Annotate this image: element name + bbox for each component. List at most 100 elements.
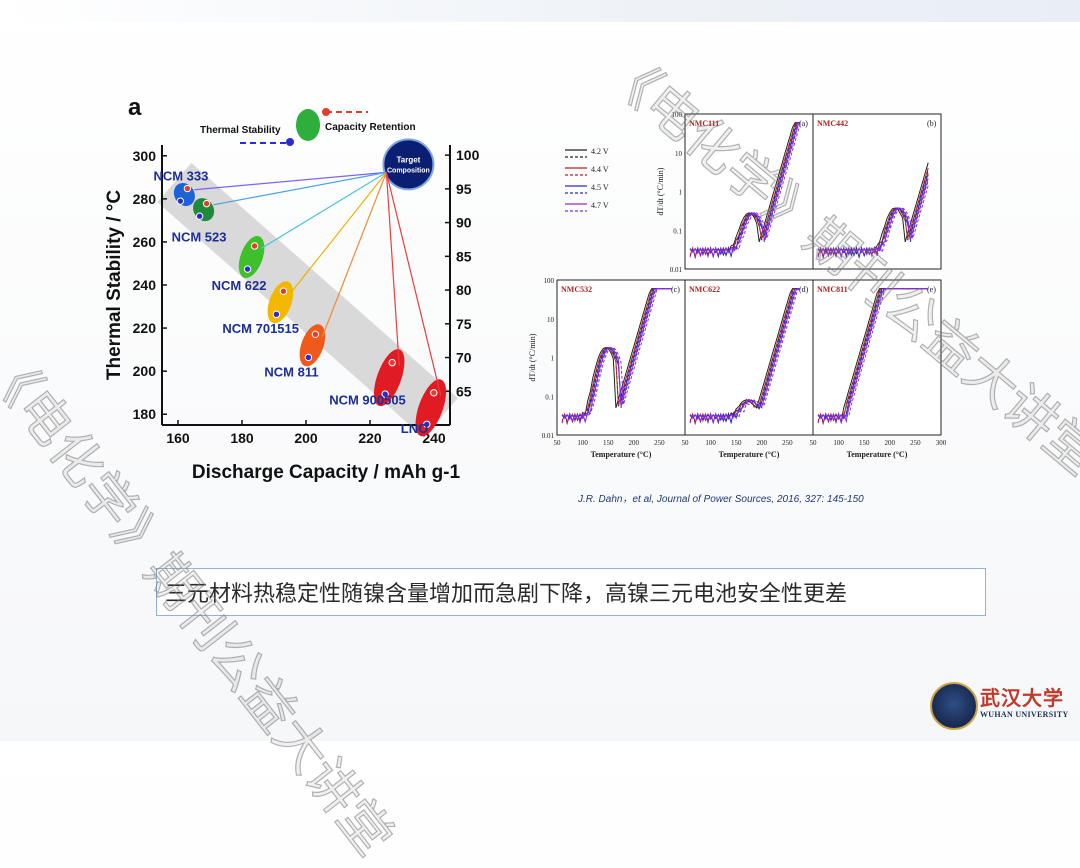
x-tick-label: 250 [910, 439, 921, 447]
material-ellipse [373, 349, 405, 407]
thermal-point [272, 310, 281, 319]
x-tick-label: 200 [629, 439, 640, 447]
material-label: NCM 333 [153, 169, 208, 184]
y-tick-label: 0.1 [545, 393, 554, 401]
subplot-frame [556, 279, 686, 436]
y-tick-label: 1 [679, 189, 683, 197]
subplot-tag: (b) [927, 119, 937, 128]
thermal-stability-chart: a 160 180 200 220 240 180 200 220 240 260 280 300 65 7… [104, 94, 480, 483]
subplot-tag: (e) [927, 285, 936, 294]
x-axis-label: Temperature (°C) [719, 450, 780, 459]
y-tick-label: 100 [544, 277, 555, 285]
y-tick-label: 0.1 [673, 227, 682, 235]
x-tick-label: 50 [682, 439, 690, 447]
y-tick-label: 200 [133, 363, 157, 379]
target-label-1: Target [396, 155, 420, 164]
subplot-tag: (c) [671, 285, 680, 294]
y-axis-label: dT/dt (°C/min) [656, 167, 665, 215]
subplot-title: NMC532 [561, 285, 592, 294]
retention-point [202, 199, 211, 208]
x-tick-label: 180 [230, 430, 254, 446]
series-curve [689, 123, 801, 258]
series-curve [689, 288, 801, 426]
subplot-title: NMC111 [689, 119, 719, 128]
subplot-tag: (d) [799, 285, 809, 294]
x-axis-label: Temperature (°C) [591, 450, 652, 459]
x-tick-label: 50 [810, 439, 818, 447]
conclusion-text: 三元材料热稳定性随镍含量增加而急剧下降，高镍三元电池安全性更差 [165, 582, 848, 607]
retention-point [430, 389, 438, 397]
legend-capacity-dot [322, 108, 330, 116]
arrow-to-target [213, 171, 387, 206]
subplot-frame [684, 279, 814, 436]
citation-text: J.R. Dahn，et al, Journal of Power Source… [578, 494, 864, 505]
university-seal-icon [930, 682, 978, 730]
series-curve [561, 288, 673, 425]
x-axis-label: Temperature (°C) [847, 450, 908, 459]
x-tick-label: 200 [885, 439, 896, 447]
arrow-to-target [261, 171, 387, 249]
legend-label: 4.7 V [591, 201, 609, 210]
y-tick-label: 260 [133, 234, 157, 250]
x-axis-label: Discharge Capacity / mAh g-1 [192, 462, 461, 483]
y-tick-label: 300 [133, 148, 157, 164]
thermal-point [195, 212, 204, 220]
conclusion-box: 三元材料热稳定性随镍含量增加而急剧下降，高镍三元电池安全性更差 [156, 568, 986, 616]
legend-ellipse [296, 109, 320, 141]
university-name-cn: 武汉大学 [980, 686, 1064, 710]
x-tick-label: 300 [936, 439, 947, 447]
y-tick-label: 240 [133, 277, 157, 293]
legend-label: 4.5 V [591, 183, 609, 192]
target-label-2: Composition [387, 167, 430, 174]
y2-tick-label: 90 [456, 215, 472, 231]
legend-thermal-dot [286, 138, 294, 146]
x-tick-label: 200 [294, 430, 318, 446]
subplot-title: NMC811 [817, 285, 848, 294]
x-tick-label: 250 [782, 439, 793, 447]
x-tick-label: 150 [603, 439, 614, 447]
y2-tick-label: 65 [456, 383, 472, 399]
series-curve [561, 288, 673, 420]
y-axis-label: Thermal Stability / °C [104, 190, 125, 381]
arrow-to-target [289, 172, 387, 294]
legend-label: 4.2 V [591, 147, 609, 156]
y-tick-label: 0.01 [542, 432, 555, 440]
y-tick-label: 280 [133, 191, 157, 207]
y-tick-label: 10 [547, 316, 555, 324]
material-label: NCM 622 [212, 278, 267, 293]
y2-tick-label: 75 [456, 316, 472, 332]
y2-tick-label: 70 [456, 350, 472, 366]
thermal-point [243, 265, 252, 273]
university-name-en: WUHAN UNIVERSITY [980, 710, 1069, 719]
thermal-point [304, 353, 313, 362]
legend-capacity-text: Capacity Retention [325, 122, 416, 133]
legend-label: 4.4 V [591, 165, 609, 174]
x-tick-label: 100 [833, 439, 844, 447]
y-axis-label: dT/dt (°C/min) [528, 333, 537, 381]
x-tick-label: 150 [859, 439, 870, 447]
x-tick-label: 150 [731, 439, 742, 447]
x-tick-label: 240 [422, 430, 446, 446]
arrow-to-target [321, 172, 387, 337]
series-curve [817, 288, 929, 424]
y-tick-label: 0.01 [670, 266, 683, 274]
x-tick-label: 100 [577, 439, 588, 447]
x-tick-label: 50 [554, 439, 562, 447]
target-circle [382, 138, 435, 191]
retention-point [388, 358, 396, 367]
slide-header-band [0, 0, 1080, 22]
series-curve [689, 122, 801, 260]
x-tick-label: 250 [654, 439, 665, 447]
x-tick-label: 220 [358, 430, 382, 446]
legend-thermal-text: Thermal Stability [200, 125, 281, 136]
arrow-to-target [194, 171, 387, 191]
material-label: NCM 701515 [222, 321, 299, 336]
material-label: NCM 811 [264, 364, 318, 379]
material-label: LNO [401, 421, 428, 436]
retention-point [250, 242, 259, 250]
y2-tick-label: 100 [456, 147, 480, 163]
arrow-to-target [385, 172, 442, 396]
thermal-point [176, 197, 185, 205]
material-label: NCM 900505 [329, 393, 406, 408]
thermal-point [423, 420, 431, 428]
